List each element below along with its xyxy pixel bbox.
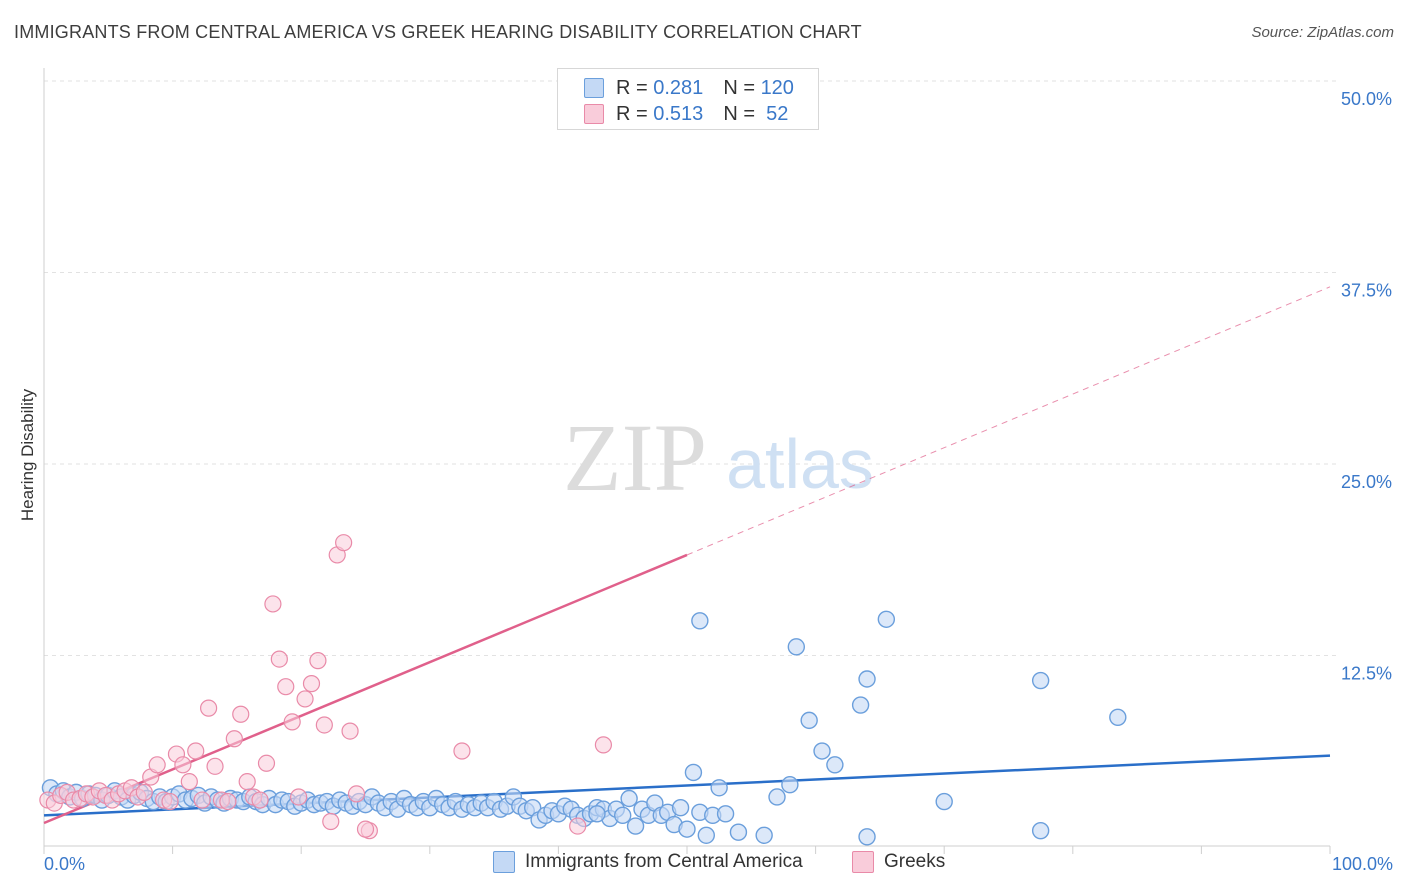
point-greeks (174, 756, 192, 774)
point-immigrants (781, 776, 799, 794)
point-immigrants (813, 742, 831, 760)
y-tick-label: 37.5% (1341, 281, 1392, 301)
y-tick-label: 12.5% (1341, 664, 1392, 684)
legend-row-immigrants: R = 0.281 N = 120 (584, 76, 794, 100)
point-immigrants (755, 826, 773, 844)
point-immigrants (877, 610, 896, 628)
bottom-legend-immigrants: Immigrants from Central America (493, 851, 803, 873)
y-tick-label: 25.0% (1341, 472, 1392, 492)
chart-title: IMMIGRANTS FROM CENTRAL AMERICA VS GREEK… (14, 22, 862, 42)
point-immigrants (935, 792, 953, 811)
series-immigrants-points (41, 610, 1127, 846)
point-greeks (341, 722, 359, 740)
legend-n-value: 120 (760, 76, 794, 99)
point-greeks (135, 783, 153, 801)
trend-line-greeks-extension (686, 286, 1331, 556)
watermark-atlas: atlas (726, 425, 874, 503)
point-immigrants (729, 823, 748, 841)
point-greeks (356, 820, 375, 838)
point-immigrants (614, 806, 632, 825)
point-immigrants (1031, 821, 1050, 840)
point-immigrants (826, 756, 844, 774)
point-greeks (453, 742, 471, 760)
point-greeks (264, 595, 282, 613)
point-immigrants (697, 826, 715, 844)
legend-n-label: N = (723, 102, 761, 125)
legend-swatch-pink (584, 104, 604, 124)
point-greeks (238, 773, 256, 791)
point-greeks (251, 791, 269, 809)
point-greeks (283, 713, 301, 731)
bottom-legend-greeks: Greeks (852, 851, 945, 873)
point-greeks (206, 757, 224, 775)
watermark: ZIP atlas (563, 404, 874, 511)
point-greeks (219, 792, 237, 811)
trend-line-greeks (43, 553, 688, 825)
point-immigrants (710, 779, 728, 797)
point-immigrants (851, 696, 870, 714)
legend-r-value: 0.513 (653, 102, 704, 125)
source-credit: Source: ZipAtlas.com (1251, 24, 1394, 41)
point-greeks (322, 812, 340, 831)
point-greeks (290, 788, 308, 806)
x-tick-label-max: 100.0% (1332, 854, 1393, 874)
point-immigrants (678, 820, 696, 838)
point-greeks (309, 652, 327, 670)
point-greeks (225, 730, 243, 748)
point-greeks (193, 791, 211, 809)
point-immigrants (671, 799, 690, 817)
tick-labels: 12.5% 25.0% 37.5% 50.0% 0.0% 100.0% (44, 89, 1393, 874)
point-immigrants (588, 805, 606, 823)
point-greeks (148, 756, 166, 774)
watermark-zip: ZIP (563, 404, 707, 511)
bottom-legend-swatch-blue (493, 851, 515, 873)
legend-r-label: R = (616, 102, 654, 125)
point-greeks (187, 742, 205, 760)
point-greeks (315, 716, 333, 734)
axes (43, 68, 1331, 854)
point-immigrants (1109, 708, 1127, 727)
point-immigrants (1031, 671, 1050, 690)
point-immigrants (684, 763, 703, 782)
point-greeks (594, 736, 613, 754)
point-immigrants (620, 789, 638, 808)
series-greeks-points (39, 534, 613, 840)
legend-r-label: R = (616, 76, 654, 99)
point-immigrants (858, 828, 876, 846)
point-greeks (232, 705, 250, 723)
point-greeks (335, 534, 353, 552)
point-greeks (347, 785, 366, 803)
legend-row-greeks: R = 0.513 N = 52 (584, 102, 788, 126)
point-immigrants (858, 670, 876, 688)
bottom-legend-label: Greeks (884, 851, 946, 872)
gridlines (44, 80, 1338, 656)
point-greeks (180, 773, 198, 791)
point-greeks (200, 699, 218, 717)
point-immigrants (716, 805, 735, 823)
legend-n-label: N = (723, 76, 761, 99)
x-tick-label-min: 0.0% (44, 854, 85, 874)
legend-n-value: 52 (760, 102, 789, 125)
point-immigrants (787, 638, 806, 656)
legend-r-value: 0.281 (653, 76, 704, 99)
point-immigrants (768, 788, 786, 806)
point-greeks (257, 754, 276, 772)
point-greeks (161, 792, 179, 811)
correlation-legend: R = 0.281 N = 120 R = 0.513 N = 52 (557, 68, 819, 130)
bottom-legend-swatch-pink (852, 851, 874, 873)
point-immigrants (800, 711, 818, 730)
point-greeks (270, 650, 288, 668)
point-immigrants (626, 817, 645, 835)
point-immigrants (691, 612, 709, 630)
bottom-legend-label: Immigrants from Central America (525, 851, 803, 872)
point-greeks (296, 690, 314, 708)
legend-swatch-blue (584, 78, 604, 98)
point-greeks (302, 675, 321, 693)
point-greeks (569, 817, 587, 835)
point-greeks (277, 678, 295, 696)
y-tick-label: 50.0% (1341, 89, 1392, 109)
